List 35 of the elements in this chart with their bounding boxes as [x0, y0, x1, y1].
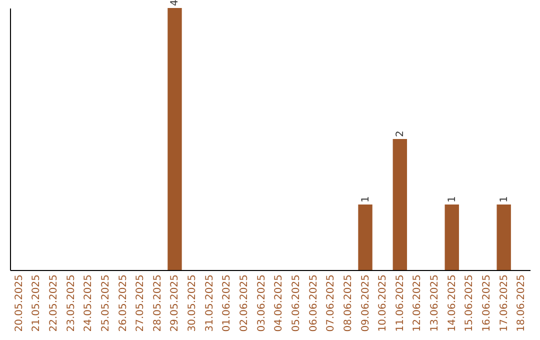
x-tick-label: 07.06.2025: [326, 274, 337, 332]
x-tick-label: 03.06.2025: [256, 274, 268, 332]
x-tick-label: 22.05.2025: [48, 274, 60, 332]
x-tick-label: 04.06.2025: [274, 274, 285, 332]
x-tick-label: 06.06.2025: [308, 274, 320, 332]
x-tick-label: 30.05.2025: [187, 274, 198, 332]
x-tick-label: 20.05.2025: [14, 274, 25, 332]
x-tick-label: 25.05.2025: [100, 274, 112, 332]
x-tick-label: 09.06.2025: [360, 274, 372, 332]
x-tick-label: 31.05.2025: [204, 274, 216, 332]
x-tick-label: 15.06.2025: [464, 274, 476, 332]
data-label: 1: [360, 196, 372, 202]
x-tick-label: 23.05.2025: [66, 274, 77, 332]
x-tick-label: 10.06.2025: [378, 274, 389, 332]
x-tick-label: 01.06.2025: [222, 274, 233, 332]
x-tick-label: 27.05.2025: [135, 274, 146, 332]
x-tick-label: 16.06.2025: [482, 274, 493, 332]
x-tick-label: 13.06.2025: [430, 274, 441, 332]
x-tick-label: 12.06.2025: [412, 274, 424, 332]
x-tick-label: 14.06.2025: [446, 274, 458, 332]
x-tick-label: 29.05.2025: [170, 274, 181, 332]
data-label: 1: [446, 196, 458, 202]
data-label: 4: [170, 0, 181, 6]
x-tick-label: 28.05.2025: [152, 274, 164, 332]
data-label: 2: [394, 130, 406, 137]
x-tick-label: 24.05.2025: [83, 274, 94, 332]
x-tick-label: 05.06.2025: [290, 274, 302, 332]
x-tick-label: 11.06.2025: [394, 274, 406, 332]
data-label: 1: [498, 196, 510, 202]
x-tick-label: 18.06.2025: [516, 274, 528, 332]
x-tick-label: 26.05.2025: [118, 274, 129, 332]
x-tick-label: 17.06.2025: [498, 274, 510, 332]
x-tick-label: 02.06.2025: [239, 274, 250, 332]
x-tick-label: 08.06.2025: [342, 274, 354, 332]
x-tick-label: 21.05.2025: [31, 274, 42, 332]
